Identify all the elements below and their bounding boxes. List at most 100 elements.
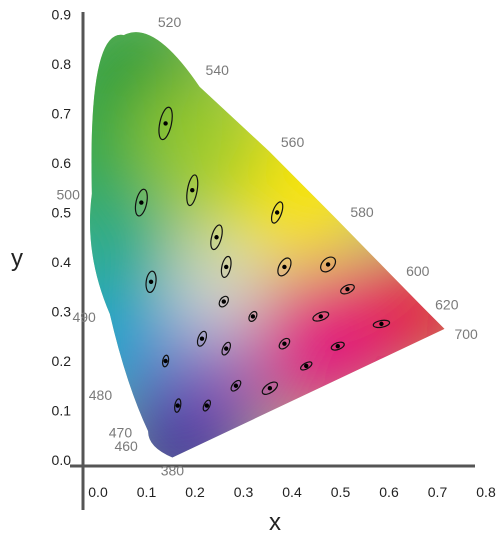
y-tick-label: 0.2: [52, 353, 72, 369]
x-tick-label: 0.5: [331, 484, 351, 500]
wavelength-label: 600: [406, 263, 430, 279]
wavelength-label: 580: [350, 204, 374, 220]
ellipse-centre-point: [345, 287, 350, 292]
macadam-ellipse: [145, 270, 157, 293]
ellipse-centre-point: [139, 200, 144, 205]
macadam-ellipse: [261, 381, 279, 395]
ellipse-outline: [218, 295, 230, 308]
ellipse-centre-point: [221, 299, 226, 304]
macadam-ellipse: [230, 379, 242, 392]
y-tick-label: 0.9: [52, 7, 72, 23]
ellipse-centre-point: [318, 314, 323, 319]
ellipse-outline: [299, 361, 313, 371]
wavelength-label: 380: [161, 463, 185, 479]
ellipse-outline: [320, 256, 337, 273]
y-tick-label: 0.0: [52, 452, 72, 468]
wavelength-label: 480: [89, 387, 113, 403]
ellipse-centre-point: [175, 403, 180, 408]
ellipse-centre-point: [214, 235, 219, 240]
x-axis-label: x: [269, 509, 281, 536]
ellipse-outline: [340, 283, 355, 295]
y-axis-label: y: [11, 245, 23, 272]
ellipse-centre-point: [163, 121, 168, 126]
y-tick-label: 0.8: [52, 56, 72, 72]
ellipse-centre-point: [148, 279, 154, 284]
macadam-ellipse: [277, 257, 292, 277]
ellipse-outline: [330, 341, 345, 351]
y-tick-label: 0.7: [52, 106, 72, 122]
macadam-ellipse: [158, 106, 173, 141]
x-tick-label: 0.7: [428, 484, 448, 500]
ellipse-outline: [186, 174, 199, 207]
y-tick-label: 0.3: [52, 304, 72, 320]
macadam-ellipse: [372, 319, 391, 329]
x-tick-label: 0.3: [234, 484, 254, 500]
x-tick-labels: 0.0 0.1 0.2 0.3 0.4 0.5 0.6 0.7 0.8: [88, 484, 496, 500]
y-tick-label: 0.4: [52, 254, 72, 270]
wavelength-label: 460: [114, 438, 138, 454]
ellipse-centre-point: [274, 210, 280, 215]
ellipse-outline: [372, 319, 391, 329]
macadam-ellipse: [134, 188, 148, 217]
ellipse-outline: [221, 341, 232, 356]
ellipse-outline: [196, 330, 208, 347]
ellipse-centre-point: [204, 403, 210, 408]
ellipse-outline: [220, 255, 232, 279]
wavelength-label: 490: [72, 309, 96, 325]
macadam-ellipse: [320, 256, 337, 273]
wavelength-label: 560: [281, 134, 305, 150]
macadam-ellipse: [248, 310, 258, 322]
spectral-locus-gamut: [89, 32, 445, 458]
ellipse-outline: [261, 381, 279, 395]
macadam-ellipse: [278, 337, 291, 350]
macadam-ellipse: [330, 341, 345, 351]
y-tick-labels: 0.0 0.1 0.2 0.3 0.4 0.5 0.6 0.7 0.8 0.9: [52, 7, 72, 469]
x-tick-label: 0.2: [185, 484, 205, 500]
ellipse-centre-point: [163, 358, 168, 364]
wavelength-label: 700: [454, 326, 478, 342]
ellipse-outline: [158, 106, 173, 141]
wavelength-label: 500: [57, 187, 81, 203]
macadam-ellipses: [134, 106, 391, 413]
macadam-ellipse: [221, 341, 232, 356]
ellipse-outline: [277, 257, 292, 277]
x-tick-label: 0.4: [282, 484, 302, 500]
macadam-ellipse: [210, 224, 223, 251]
ellipse-centre-point: [335, 343, 340, 349]
wavelength-label: 620: [435, 297, 459, 313]
ellipse-outline: [248, 310, 258, 322]
ellipse-outline: [145, 270, 157, 293]
y-tick-label: 0.5: [52, 205, 72, 221]
macadam-ellipse: [340, 283, 355, 295]
ellipse-outline: [278, 337, 291, 350]
macadam-ellipse: [270, 201, 284, 224]
ellipse-centre-point: [282, 264, 287, 270]
macadam-ellipse: [218, 295, 230, 308]
y-tick-label: 0.6: [52, 155, 72, 171]
ellipse-outline: [134, 188, 148, 217]
ellipse-centre-point: [233, 383, 239, 388]
ellipse-outline: [174, 398, 182, 413]
ellipse-centre-point: [282, 341, 287, 346]
ellipse-outline: [161, 354, 170, 368]
macadam-ellipse: [186, 174, 199, 207]
macadam-ellipse: [196, 330, 208, 347]
ellipse-centre-point: [304, 363, 309, 369]
ellipse-centre-point: [267, 386, 273, 391]
ellipse-centre-point: [190, 188, 195, 193]
ellipse-outline: [202, 399, 212, 412]
x-tick-label: 0.0: [88, 484, 108, 500]
ellipse-centre-point: [379, 321, 384, 327]
ellipse-centre-point: [250, 314, 256, 319]
x-tick-label: 0.8: [476, 484, 496, 500]
wavelength-label: 540: [206, 62, 230, 78]
x-tick-label: 0.1: [137, 484, 157, 500]
macadam-ellipse: [299, 361, 313, 371]
ellipse-centre-point: [224, 346, 229, 351]
wavelength-label: 520: [158, 14, 182, 30]
ellipse-outline: [270, 201, 284, 224]
y-tick-label: 0.1: [52, 403, 72, 419]
macadam-ellipse: [202, 399, 212, 412]
